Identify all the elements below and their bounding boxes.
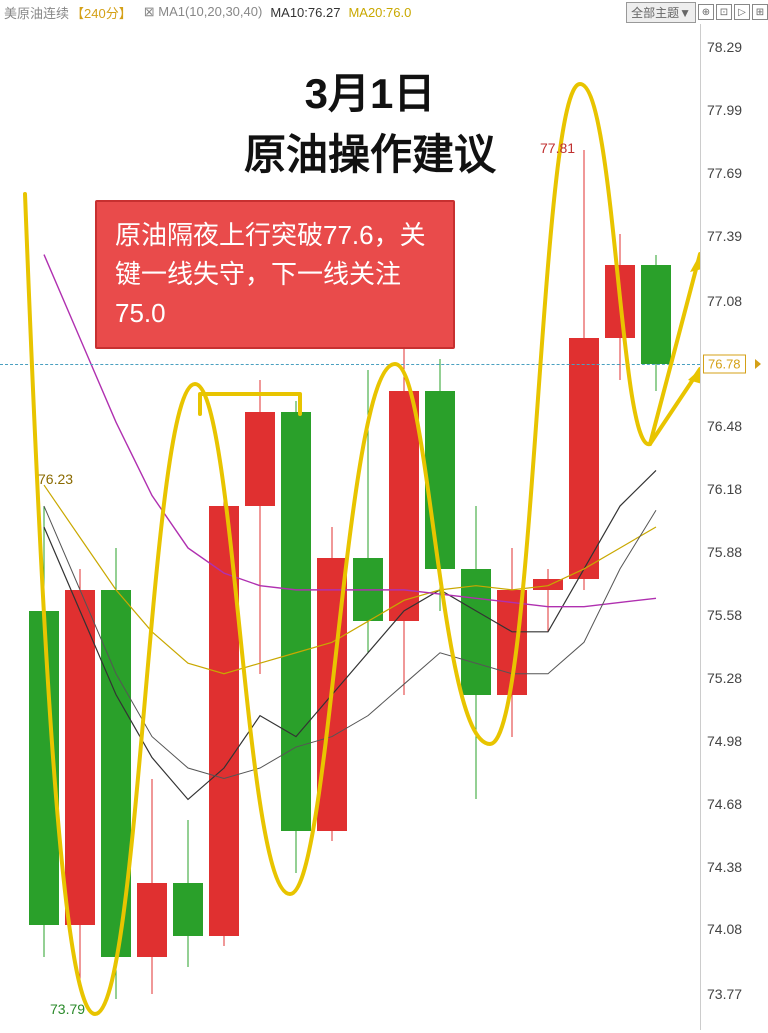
candle-body [389, 391, 419, 622]
yaxis-tick: 78.29 [707, 39, 742, 55]
candle-body [497, 590, 527, 695]
candle[interactable] [27, 24, 61, 1030]
ma-settings-icon[interactable]: ⊠ [144, 4, 155, 19]
current-price-tag: 76.78 [703, 354, 746, 373]
chart-topbar: 美原油连续 【240分】 ⊠ MA1(10,20,30,40) MA10:76.… [0, 0, 768, 24]
candle-wick [548, 569, 549, 632]
chart-container: 美原油连续 【240分】 ⊠ MA1(10,20,30,40) MA10:76.… [0, 0, 768, 1033]
chart-title: 3月1日 原油操作建议 [190, 60, 550, 182]
yaxis-tick: 77.69 [707, 165, 742, 181]
timeframe-label[interactable]: 【240分】 [71, 3, 132, 22]
yaxis-tick: 76.48 [707, 418, 742, 434]
ma-params-label: ⊠ MA1(10,20,30,40) [144, 4, 263, 20]
candle-body [29, 611, 59, 925]
chart-yaxis: 78.29 77.99 77.69 77.39 77.08 76.78 76.48 76.18… [700, 24, 768, 1030]
toolbar-icon-4[interactable]: ⊞ [752, 4, 768, 20]
candle-body [209, 506, 239, 936]
symbol-label: 美原油连续 [0, 3, 69, 22]
ma20-label: MA20:76.0 [348, 5, 411, 20]
yaxis-tick: 76.18 [707, 481, 742, 497]
ma10-label: MA10:76.27 [270, 5, 340, 20]
candle-body [533, 579, 563, 589]
title-line1: 3月1日 [190, 60, 550, 121]
yaxis-tick: 75.88 [707, 544, 742, 560]
candle-body [317, 558, 347, 830]
candle-body [173, 883, 203, 935]
candle[interactable] [567, 24, 601, 1030]
annotation-arrow-head-1 [688, 369, 700, 384]
yaxis-tick: 75.58 [707, 607, 742, 623]
current-price-line [0, 364, 700, 365]
toolbar-icon-3[interactable]: ▷ [734, 4, 750, 20]
candle-body [65, 590, 95, 925]
candle[interactable] [99, 24, 133, 1030]
candle-body [461, 569, 491, 695]
yaxis-tick: 77.99 [707, 102, 742, 118]
yaxis-tick: 74.38 [707, 859, 742, 875]
yaxis-tick: 73.77 [707, 986, 742, 1002]
candle-body [605, 265, 635, 338]
price-label: 73.79 [50, 1001, 85, 1017]
yaxis-tick: 74.68 [707, 796, 742, 812]
toolbar-icon-2[interactable]: ⊡ [716, 4, 732, 20]
candle[interactable] [603, 24, 637, 1030]
price-label: 76.23 [38, 471, 73, 487]
yaxis-tick: 77.39 [707, 228, 742, 244]
candle-body [281, 412, 311, 831]
annotation-red-box: 原油隔夜上行突破77.6，关键一线失守，下一线关注75.0 [95, 200, 455, 349]
candle-body [353, 558, 383, 621]
yaxis-tick: 74.98 [707, 733, 742, 749]
candle-body [101, 590, 131, 957]
annotation-arrow-head-0 [690, 254, 700, 272]
candle-body [137, 883, 167, 956]
ma-params-text: MA1(10,20,30,40) [158, 4, 262, 19]
candle[interactable] [135, 24, 169, 1030]
candle[interactable] [639, 24, 673, 1030]
title-line2: 原油操作建议 [190, 121, 550, 182]
candle-body [245, 412, 275, 506]
toolbar-icon-1[interactable]: ⊕ [698, 4, 714, 20]
candle-body [641, 265, 671, 364]
yaxis-tick: 75.28 [707, 670, 742, 686]
candle-body [425, 391, 455, 569]
current-price-arrow-icon [755, 359, 761, 369]
theme-selector[interactable]: 全部主题▼ [626, 2, 696, 23]
yaxis-tick: 74.08 [707, 921, 742, 937]
yaxis-tick: 77.08 [707, 293, 742, 309]
candle-body [569, 338, 599, 579]
candle[interactable] [63, 24, 97, 1030]
